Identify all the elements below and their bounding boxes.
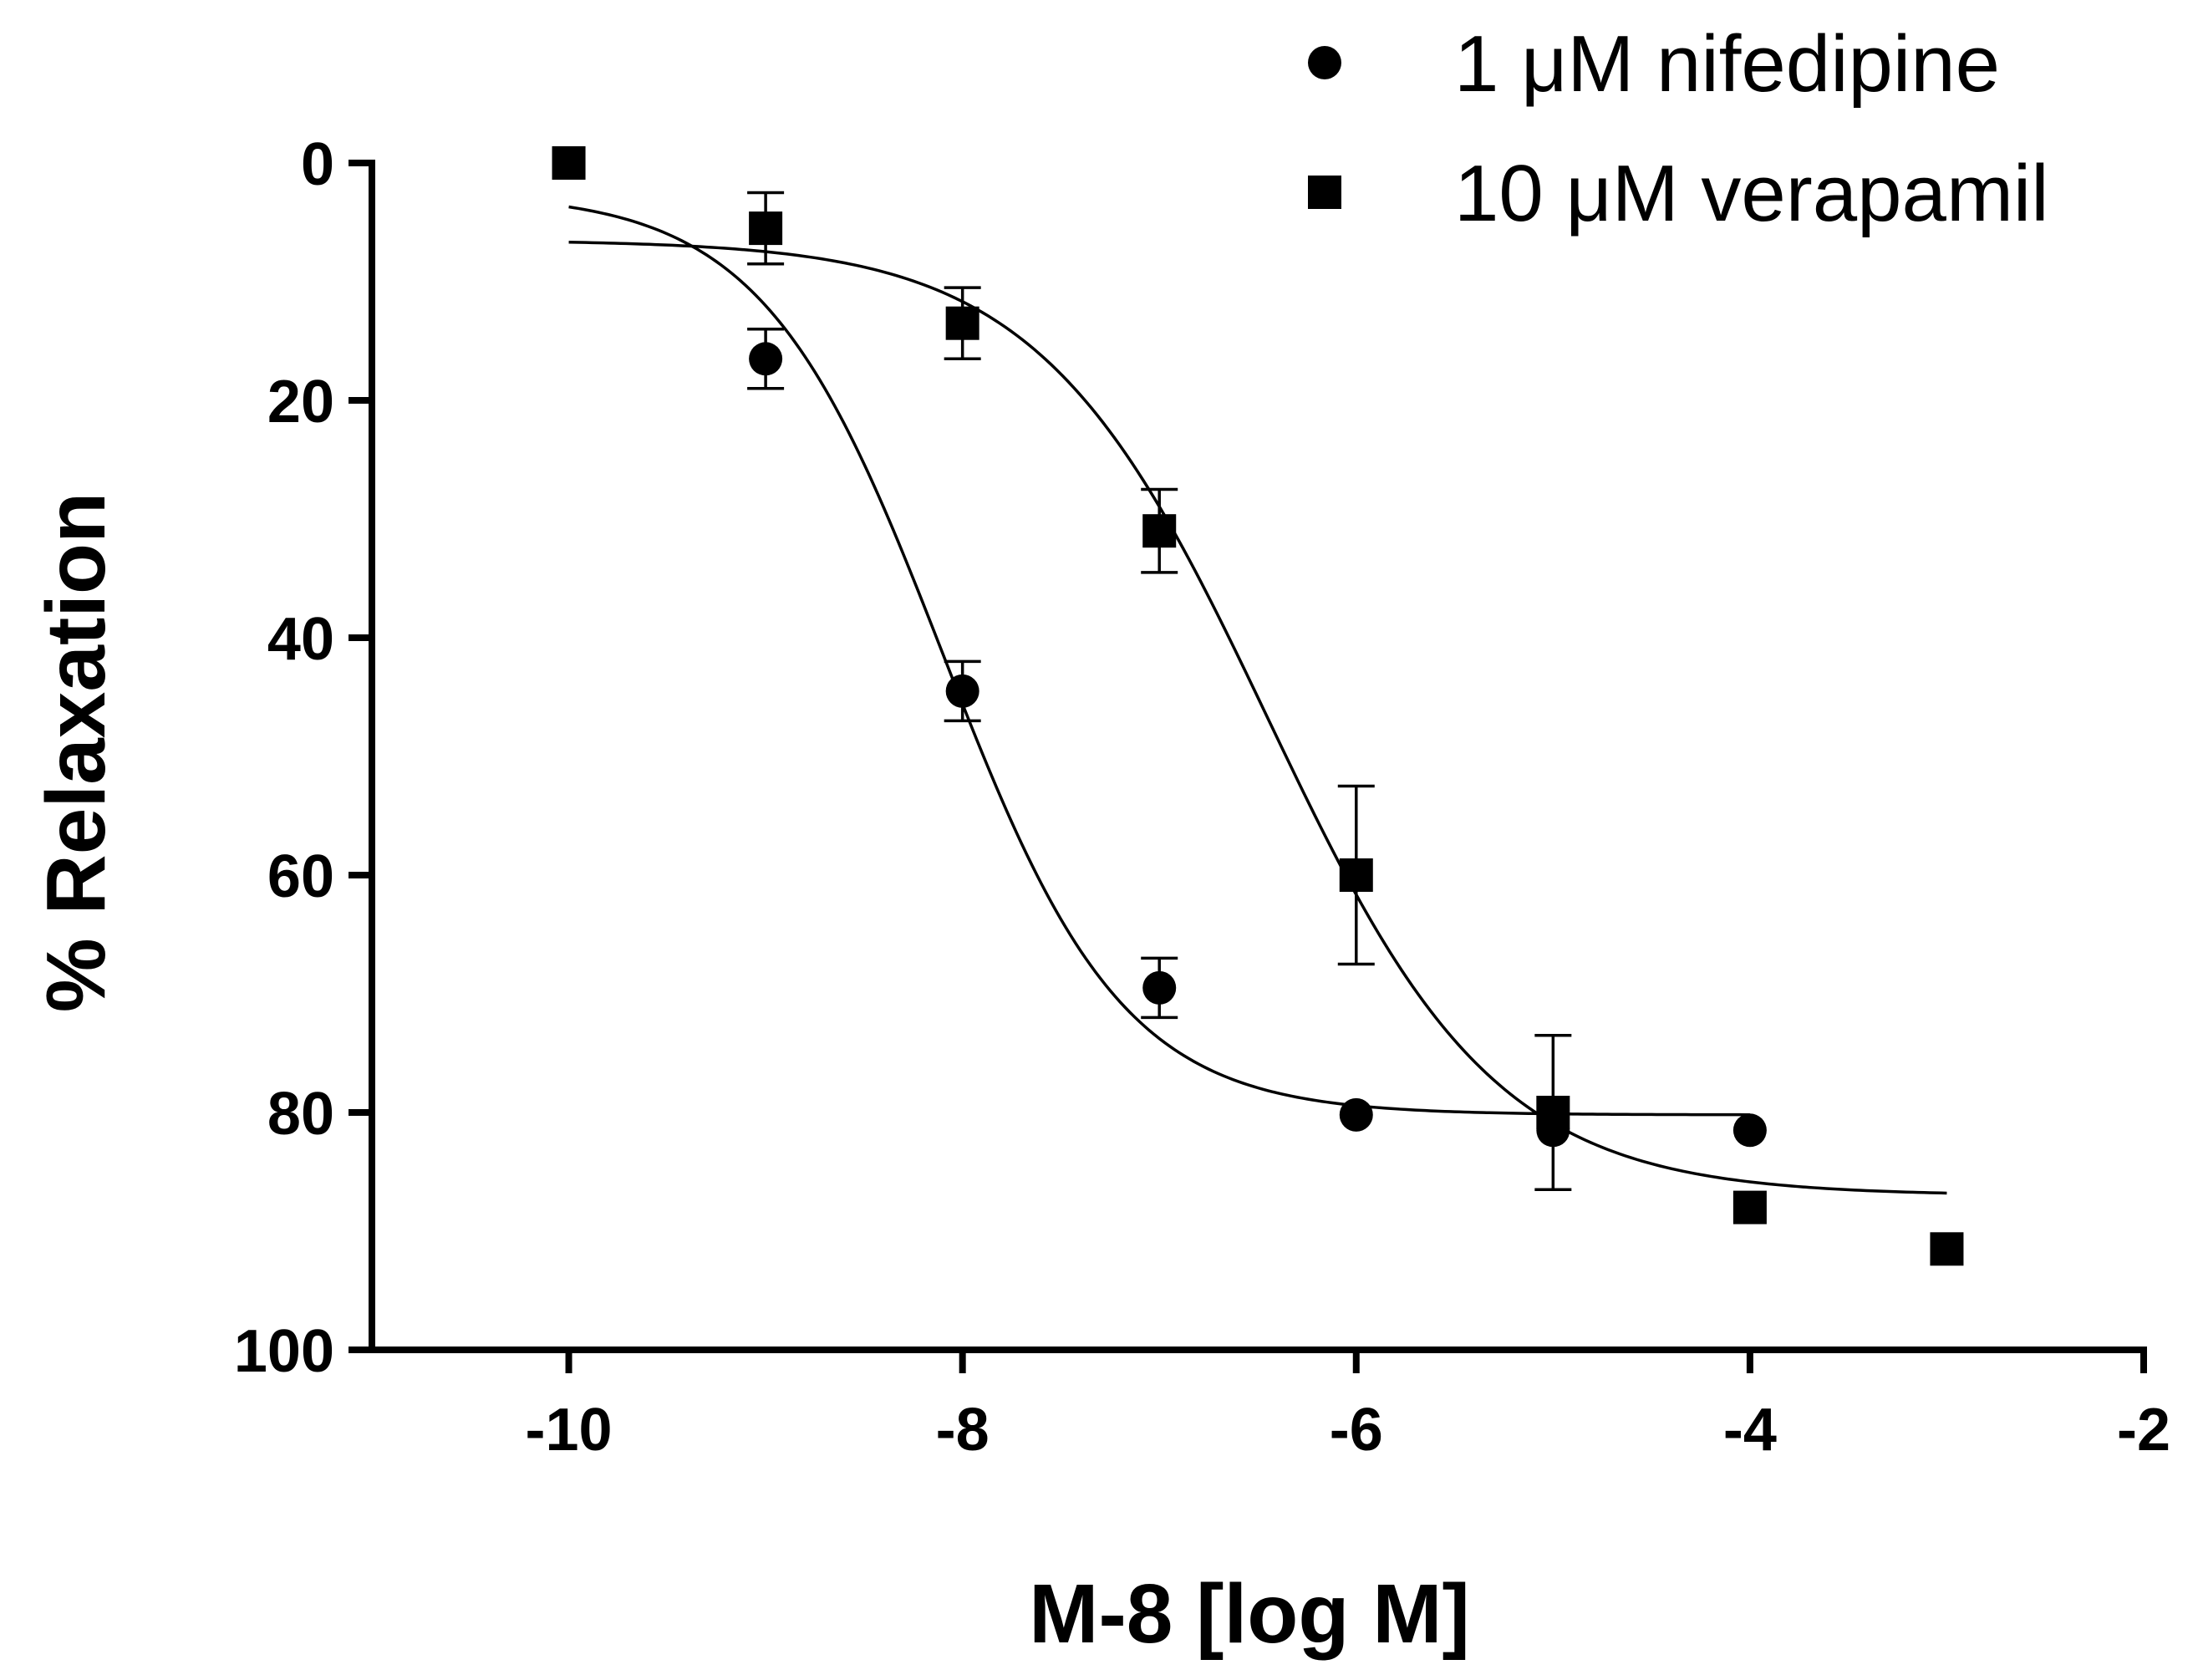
y-tick-label: 0 [301,131,334,198]
y-tick-label: 100 [234,1318,334,1385]
y-axis-title: % Relaxation [29,492,123,1012]
data-point-square [1930,1232,1964,1266]
legend-marker-circle [1308,46,1341,79]
data-point-square [552,146,586,180]
data-point-circle [945,674,979,708]
y-tick-label: 20 [267,369,334,435]
data-point-square [1732,1190,1767,1224]
legend-marker-square [1308,176,1341,209]
legend-label: 1 μM nifedipine [1454,19,2000,109]
legend-label: 10 μM verapamil [1454,149,2049,238]
data-point-square [1142,514,1177,548]
y-tick-label: 80 [267,1081,334,1148]
y-tick-label: 40 [267,606,334,673]
data-point-square [945,306,979,340]
x-tick-label: -10 [526,1397,613,1464]
y-tick-label: 60 [267,843,334,910]
data-point-circle [749,342,783,376]
x-tick-label: -6 [1330,1397,1383,1464]
x-tick-label: -2 [2117,1397,2170,1464]
fit-curve-square [568,241,1947,1195]
data-point-square [1339,858,1373,892]
data-point-circle [1142,970,1177,1005]
x-tick-label: -8 [936,1397,990,1464]
data-point-square [749,211,783,246]
data-markers [552,146,1964,1266]
axes: 0 20 40 60 80 100 -10 -8 -6 -4 -2 [234,131,2170,1464]
data-point-circle [1732,1113,1767,1148]
legend: 1 μM nifedipine 10 μM verapamil [1308,19,2049,238]
data-point-circle [1339,1097,1373,1132]
data-point-square [1536,1096,1570,1129]
x-axis-title: M-8 [log M] [1029,1567,1470,1661]
x-tick-label: -4 [1723,1397,1777,1464]
